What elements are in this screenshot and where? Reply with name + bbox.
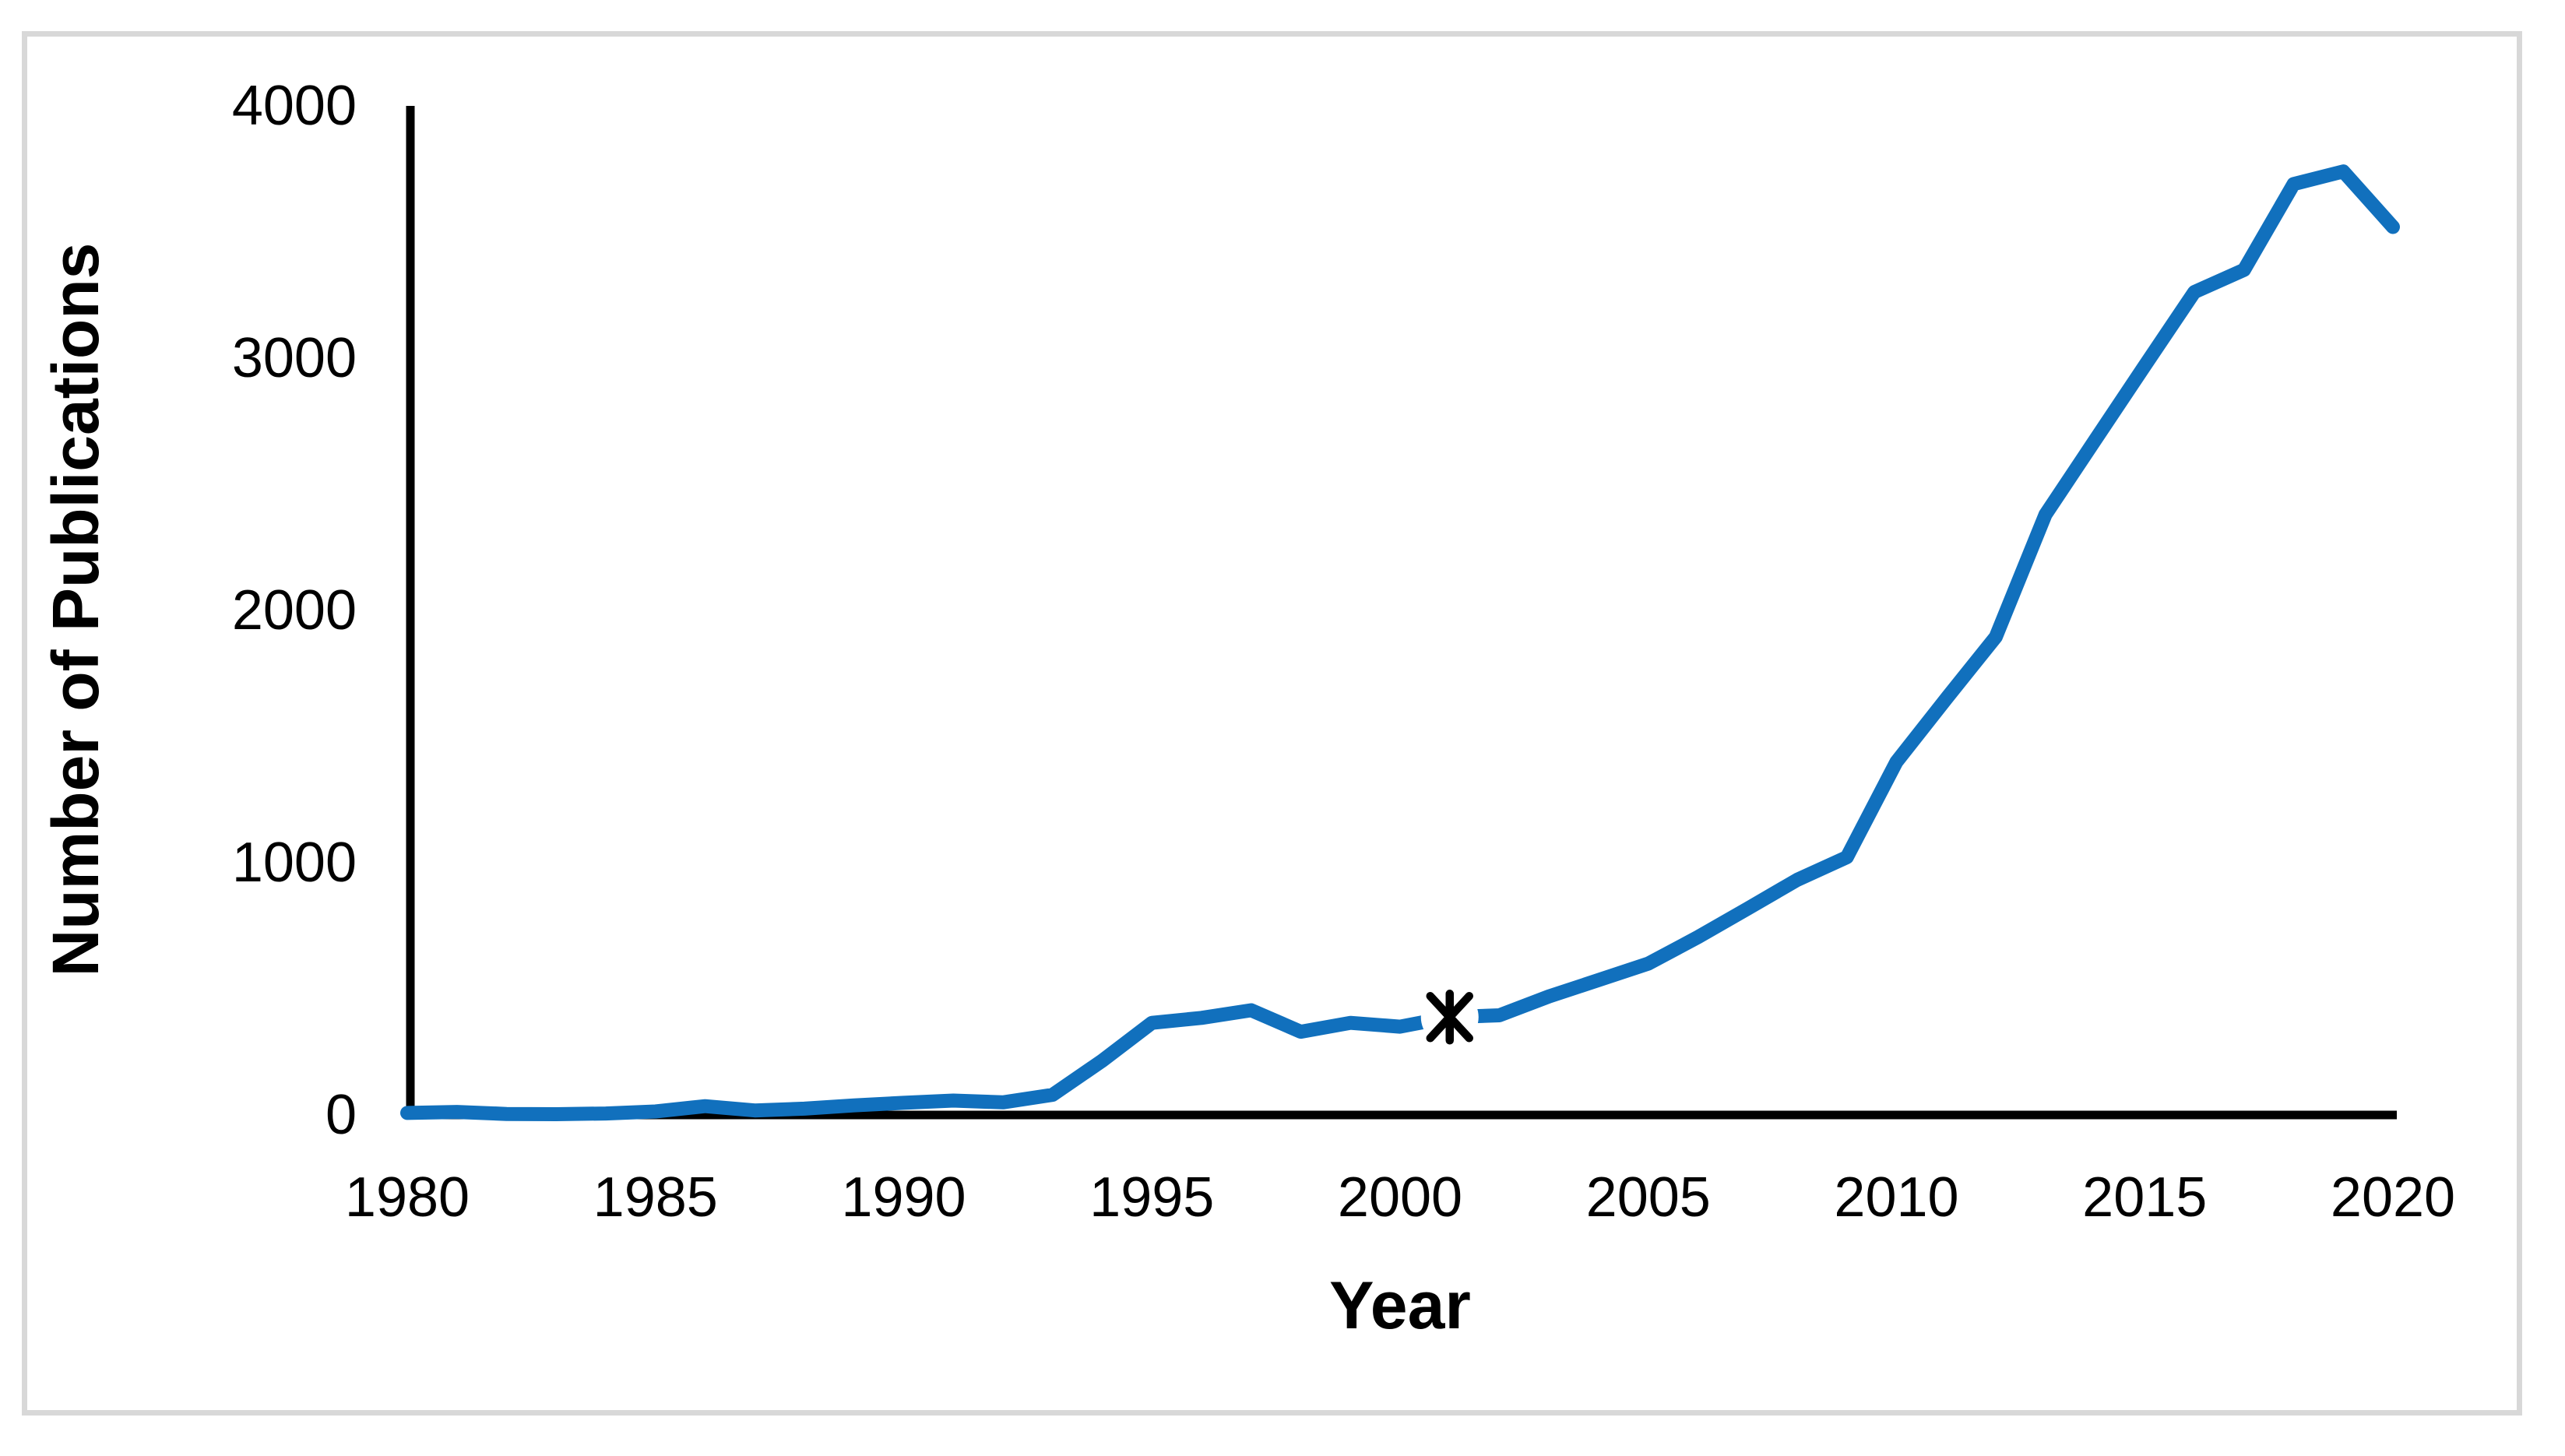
- y-tick-label-1000: 1000: [231, 832, 357, 894]
- y-tick-label-4000: 4000: [231, 75, 357, 137]
- y-tick-label-2000: 2000: [231, 579, 357, 642]
- x-tick-label-2000: 2000: [1337, 1166, 1463, 1229]
- publications-line-series: [400, 164, 2400, 1121]
- x-tick-label-2005: 2005: [1585, 1166, 1711, 1229]
- x-tick-label-1990: 1990: [841, 1166, 966, 1229]
- x-tick-label-2015: 2015: [2082, 1166, 2208, 1229]
- y-axis-title: Number of Publications: [39, 242, 112, 977]
- x-tick-label-1995: 1995: [1089, 1166, 1215, 1229]
- x-tick-label-2020: 2020: [2330, 1166, 2456, 1229]
- x-tick-label-1985: 1985: [593, 1166, 718, 1229]
- x-axis-title: Year: [1329, 1268, 1471, 1343]
- x-tick-label-1980: 1980: [344, 1166, 470, 1229]
- x-tick-label-2010: 2010: [1834, 1166, 1959, 1229]
- asterisk-marker-arm-2: [1426, 992, 1473, 1043]
- y-tick-label-3000: 3000: [231, 327, 357, 389]
- y-tick-label-0: 0: [325, 1084, 357, 1146]
- chart-border: [22, 31, 2522, 1416]
